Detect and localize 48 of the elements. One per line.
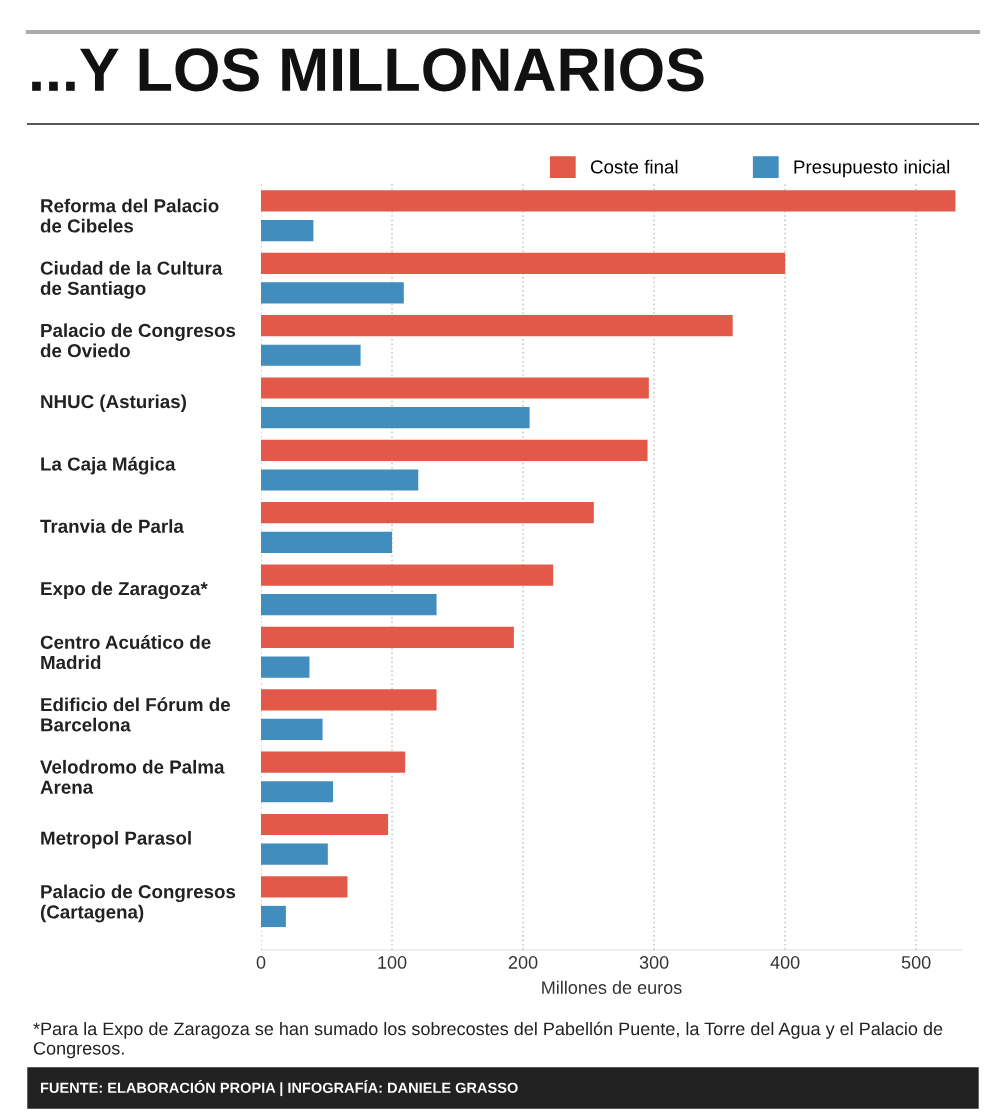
x-tick-label: 100 bbox=[378, 956, 407, 969]
bar bbox=[261, 626, 514, 649]
bar bbox=[261, 190, 956, 212]
y-tick-label: Velodromo de Palma Arena bbox=[40, 759, 225, 794]
bar bbox=[261, 252, 786, 274]
bar bbox=[261, 469, 419, 491]
bar bbox=[261, 439, 648, 461]
bar bbox=[261, 282, 404, 304]
y-tick-label: Edificio del Fórum de Barcelona bbox=[41, 697, 230, 732]
bar bbox=[261, 407, 530, 429]
x-tick-label: 200 bbox=[508, 956, 538, 969]
y-tick-label: Metropol Parasol bbox=[41, 830, 191, 849]
bar bbox=[261, 315, 733, 337]
x-tick-label: 400 bbox=[770, 956, 800, 969]
bar bbox=[261, 689, 437, 711]
bar bbox=[261, 594, 437, 616]
bar bbox=[261, 843, 328, 865]
x-tick-label: 0 bbox=[256, 956, 266, 969]
x-tick-label: 300 bbox=[639, 956, 669, 969]
bar bbox=[261, 813, 389, 836]
chart-title: ...Y LOS MILLONARIOS bbox=[32, 48, 704, 92]
x-axis-title: Millones de euros bbox=[542, 980, 682, 994]
y-tick-label: Centro Acuático de Madrid bbox=[40, 634, 211, 670]
bar bbox=[261, 656, 310, 678]
bar bbox=[261, 751, 406, 773]
bar bbox=[261, 344, 361, 366]
text: *Para la Expo de Zaragoza se han sumado los sobrecostes del Pabellón Puente, la Torre del Agua y el Palacio de Congresos. bbox=[33, 1021, 943, 1059]
bar bbox=[261, 905, 286, 928]
bar bbox=[261, 781, 334, 803]
y-tick-label: NHUC (Asturias) bbox=[41, 394, 186, 412]
x-tick-label: 500 bbox=[901, 956, 931, 969]
y-tick-label: Ciudad de la Cultura de Santiago bbox=[40, 261, 223, 299]
bar bbox=[261, 502, 594, 524]
y-tick-label: Tranvia de Parla bbox=[40, 519, 184, 533]
bar bbox=[261, 718, 323, 741]
bar bbox=[261, 564, 554, 586]
y-tick-label: Palacio de Congresos de Oviedo bbox=[40, 323, 236, 358]
y-tick-label: La Caja Mágica bbox=[41, 456, 176, 475]
y-tick-label: Palacio de Congresos (Cartagena) bbox=[40, 884, 236, 923]
legend-label: Coste final bbox=[590, 159, 678, 174]
y-tick-label: Reforma del Palacio de Cibeles bbox=[40, 198, 219, 233]
y-tick-label: Expo de Zaragoza* bbox=[41, 581, 208, 600]
bar bbox=[261, 219, 314, 242]
bar bbox=[261, 377, 649, 399]
bar bbox=[261, 876, 348, 898]
legend-label: Presupuesto inicial bbox=[794, 159, 950, 178]
source-note: FUENTE: ELABORACIÓN PROPIA | INFOGRAFÍA: DANIELE GRASSO bbox=[40, 1079, 518, 1097]
bar bbox=[261, 531, 393, 553]
